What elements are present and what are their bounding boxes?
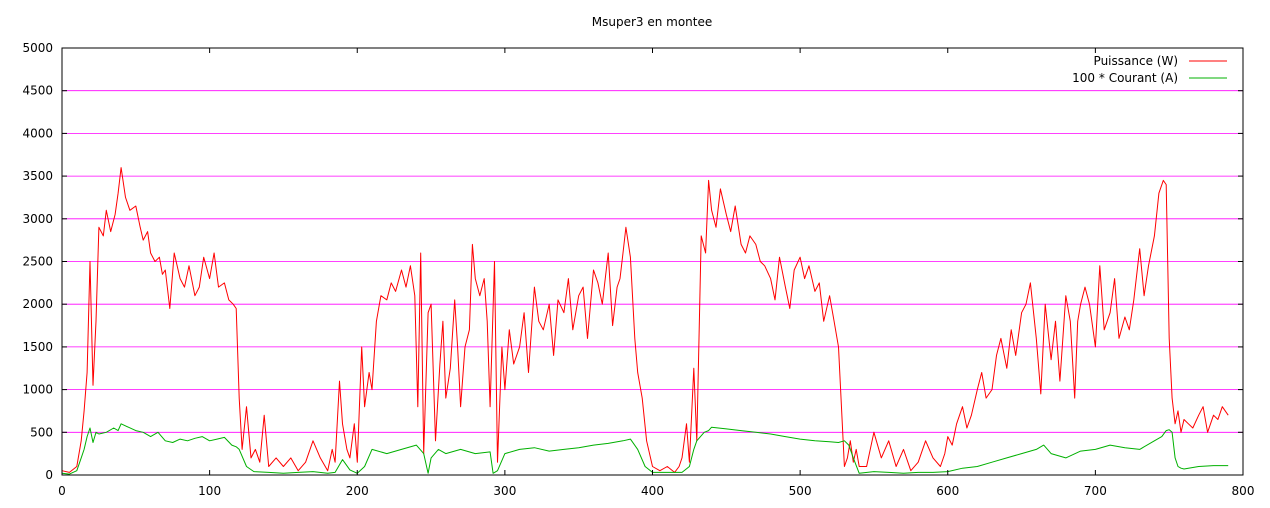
y-tick-label: 0 — [45, 468, 53, 482]
y-tick-label: 3000 — [22, 212, 53, 226]
y-tick-label: 1500 — [22, 340, 53, 354]
y-tick-label: 4500 — [22, 84, 53, 98]
x-tick-label: 600 — [936, 484, 959, 498]
y-tick-label: 5000 — [22, 41, 53, 55]
x-tick-label: 400 — [641, 484, 664, 498]
legend-label-1: Puissance (W) — [1094, 54, 1178, 68]
legend-label-2: 100 * Courant (A) — [1072, 71, 1178, 85]
series-line-1 — [61, 167, 1229, 473]
y-tick-label: 500 — [30, 425, 53, 439]
series-lines — [61, 167, 1229, 475]
y-tick-label: 3500 — [22, 169, 53, 183]
legend: Puissance (W) 100 * Courant (A) — [1072, 54, 1227, 85]
axis-ticks: 0500100015002000250030003500400045005000… — [22, 41, 1254, 498]
x-tick-label: 300 — [493, 484, 516, 498]
x-tick-label: 700 — [1084, 484, 1107, 498]
y-tick-label: 2000 — [22, 297, 53, 311]
x-tick-label: 200 — [346, 484, 369, 498]
y-tick-label: 1000 — [22, 383, 53, 397]
y-tick-label: 4000 — [22, 126, 53, 140]
y-tick-label: 2500 — [22, 255, 53, 269]
x-tick-label: 0 — [58, 484, 66, 498]
chart-title: Msuper3 en montee — [592, 15, 713, 29]
x-tick-label: 100 — [198, 484, 221, 498]
x-tick-label: 500 — [789, 484, 812, 498]
x-tick-label: 800 — [1232, 484, 1255, 498]
series-line-2 — [61, 423, 1229, 475]
